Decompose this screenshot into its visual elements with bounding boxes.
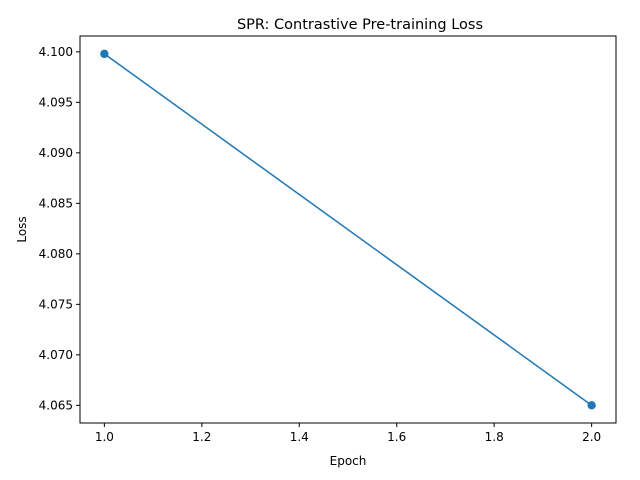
- y-tick-label: 4.080: [39, 247, 73, 261]
- y-tick-label: 4.100: [39, 45, 73, 59]
- x-tick-label: 2.0: [582, 430, 601, 444]
- y-tick-label: 4.085: [39, 196, 73, 210]
- data-point: [100, 49, 109, 59]
- plot-area: [79, 35, 617, 424]
- series-layer: [100, 49, 596, 410]
- y-tick-label: 4.065: [39, 398, 73, 412]
- y-tick-label: 4.095: [39, 95, 73, 109]
- data-point: [587, 401, 596, 410]
- y-tick-label: 4.070: [39, 348, 73, 362]
- x-axis-label: Epoch: [330, 454, 367, 468]
- x-tick-label: 1.6: [387, 430, 406, 444]
- y-tick-label: 4.090: [39, 146, 73, 160]
- x-tick-label: 1.2: [192, 430, 211, 444]
- x-tick-label: 1.0: [95, 430, 114, 444]
- chart-title: SPR: Contrastive Pre-training Loss: [237, 17, 483, 33]
- x-tick-label: 1.4: [290, 430, 309, 444]
- y-tick-label: 4.075: [39, 297, 73, 311]
- series-line: [103, 53, 593, 406]
- y-axis: 4.065 4.070 4.075 4.080 4.085 4.090 4.095 4.100: [39, 45, 80, 412]
- x-axis: 1.0 1.2 1.4 1.6 1.8 2.0: [95, 423, 601, 444]
- axes-frame: [79, 35, 617, 424]
- y-axis-label: Loss: [15, 216, 29, 242]
- x-tick-label: 1.8: [485, 430, 504, 444]
